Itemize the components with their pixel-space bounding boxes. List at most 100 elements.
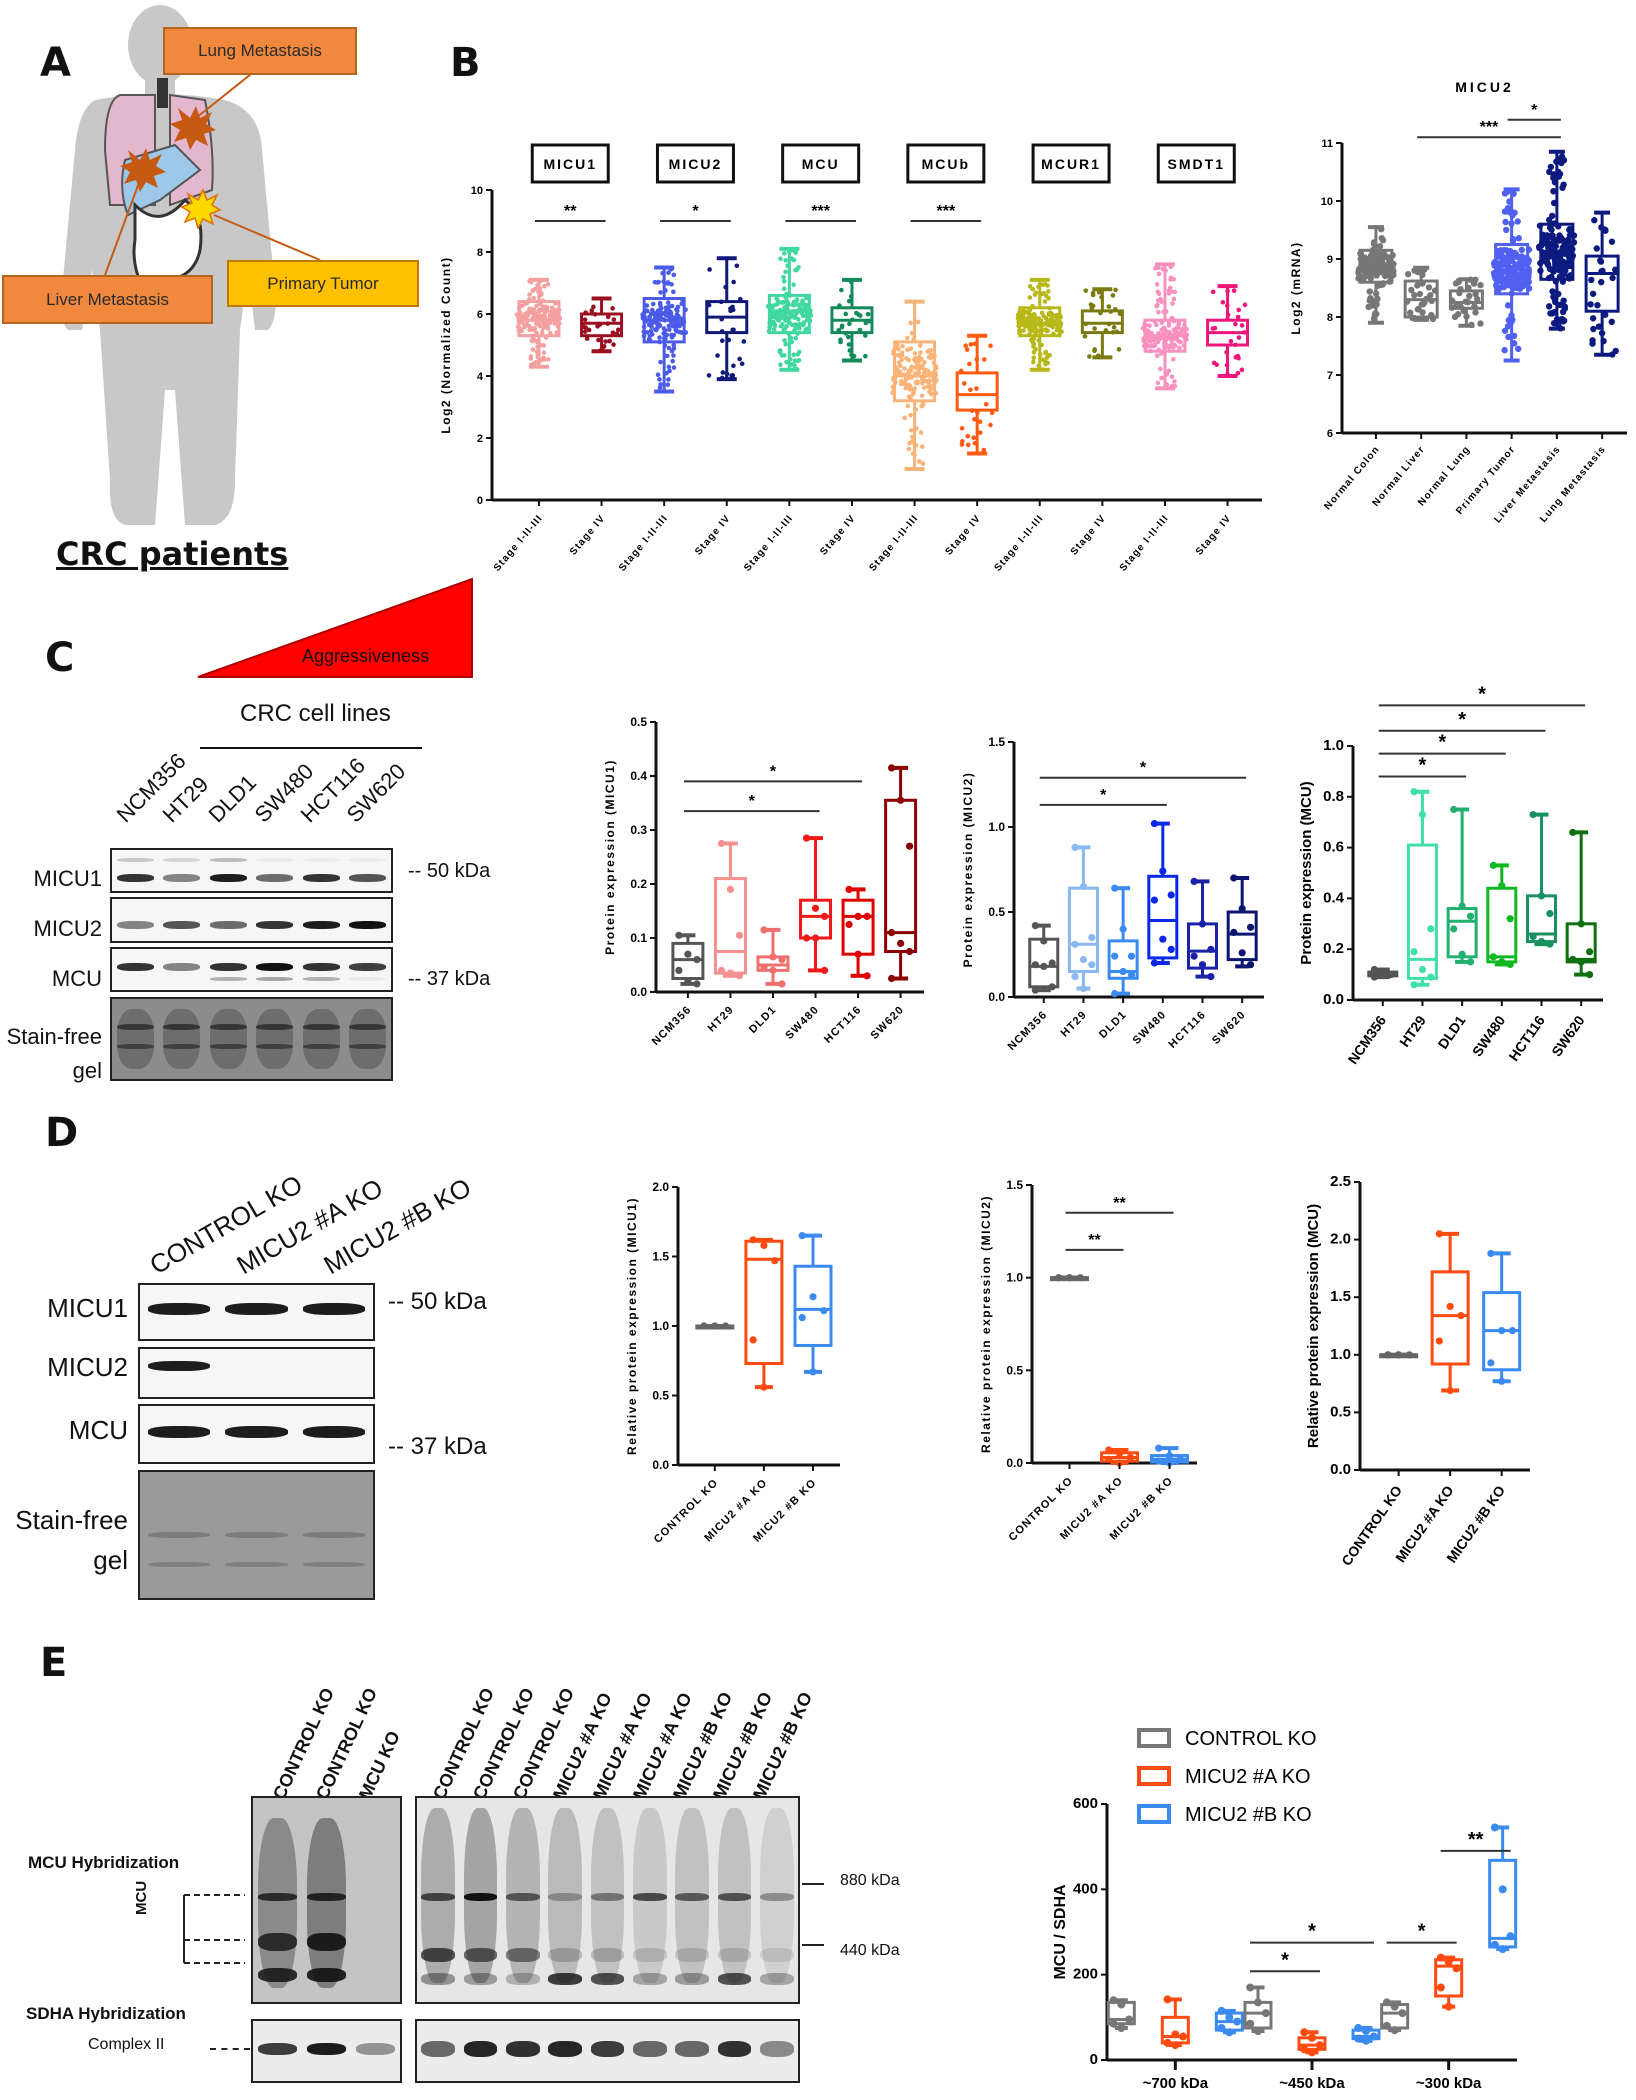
data-point: [781, 327, 787, 333]
data-point: [1428, 297, 1435, 305]
data-point: [741, 339, 747, 344]
data-point: [784, 323, 789, 329]
data-point: [1500, 258, 1508, 266]
box-plot: [1351, 2024, 1381, 2045]
y-tick-label: 0.0: [1323, 991, 1344, 1008]
data-point: [1225, 316, 1230, 322]
data-point: [1033, 330, 1038, 336]
data-point: [1238, 949, 1246, 957]
data-point: [1117, 311, 1123, 317]
data-point: [1452, 280, 1460, 287]
data-point: [665, 280, 671, 285]
box-plot: [830, 277, 874, 363]
blot-band: [675, 2041, 710, 2057]
data-point: [1169, 315, 1175, 321]
blot-band: [421, 1948, 456, 1962]
y-tick-label: 1.0: [988, 820, 1005, 834]
data-point: [1403, 298, 1411, 305]
data-point: [1238, 905, 1246, 913]
blot-band: [675, 1893, 710, 1901]
box-plot: [1015, 277, 1064, 372]
blot-band: [759, 1948, 794, 1962]
box-plot: [1434, 1953, 1464, 2011]
y-tick-label: 0.2: [630, 877, 647, 891]
data-point: [1246, 1983, 1255, 1992]
blot-band: [302, 1044, 340, 1049]
data-point: [1370, 239, 1378, 246]
data-point: [1597, 278, 1605, 286]
chart-c-mcu: 0.0 0.2 0.4 0.6 0.8 1.0 Protein expression (MC…: [1298, 683, 1603, 1067]
data-point: [1211, 360, 1217, 366]
data-point: [900, 343, 905, 349]
data-point: [959, 442, 965, 447]
data-point: [1496, 284, 1504, 292]
data-point: [1016, 323, 1021, 329]
data-point: [1156, 291, 1162, 297]
data-point: [1165, 1451, 1174, 1460]
box-plot: [884, 764, 918, 983]
data-point: [1079, 984, 1088, 993]
data-point: [1117, 2024, 1126, 2032]
data-point: [657, 300, 663, 306]
data-point: [1547, 310, 1554, 317]
box-plot: [695, 1322, 735, 1330]
data-point: [918, 350, 923, 355]
data-point: [1525, 246, 1533, 253]
data-point: [791, 352, 796, 358]
data-point: [1495, 247, 1502, 255]
data-point: [1569, 955, 1577, 963]
data-point: [1468, 321, 1475, 329]
significance-label: *: [1100, 787, 1107, 804]
data-point: [784, 298, 790, 303]
data-point: [1167, 891, 1175, 899]
data-point: [1071, 843, 1079, 851]
data-point: [1045, 328, 1050, 334]
complex-ii-dash: [210, 2048, 250, 2050]
crc-cell-lines-bracket: [200, 747, 422, 749]
data-point: [916, 459, 922, 464]
data-point: [1082, 334, 1088, 339]
blot-band: [257, 1818, 298, 1988]
blot-e-sdha-right: [415, 2019, 800, 2083]
data-point: [1031, 355, 1036, 361]
data-point: [787, 356, 793, 362]
data-point: [1224, 362, 1230, 368]
data-point: [804, 295, 809, 301]
data-point: [1567, 272, 1574, 279]
data-point: [929, 391, 934, 397]
data-point: [554, 330, 560, 335]
data-point: [655, 372, 661, 377]
blot-band: [505, 1893, 540, 1901]
data-point: [1030, 303, 1035, 309]
data-point: [1558, 153, 1566, 160]
data-point: [890, 384, 896, 390]
data-point: [557, 315, 563, 321]
data-point: [675, 966, 683, 974]
data-point: [796, 302, 801, 308]
data-point: [913, 442, 919, 448]
data-point: [1505, 333, 1512, 341]
y-tick-label: 1.0: [1006, 1271, 1023, 1285]
data-point: [603, 339, 608, 344]
data-point: [914, 363, 920, 369]
data-point: [905, 335, 910, 341]
data-point: [1159, 867, 1167, 875]
blot-band: [302, 1009, 340, 1069]
data-point: [785, 263, 790, 269]
data-point: [1224, 349, 1229, 355]
blot-band: [463, 2041, 498, 2057]
data-point: [1537, 267, 1544, 274]
data-point: [1246, 2019, 1255, 2028]
data-point: [1446, 1302, 1454, 1311]
data-point: [1367, 275, 1374, 282]
data-point: [1588, 276, 1595, 284]
data-point: [1546, 224, 1554, 231]
significance-label: ***: [811, 203, 830, 220]
data-point: [1151, 343, 1156, 349]
blot-band: [257, 2043, 298, 2055]
data-point: [1109, 2019, 1118, 2028]
data-point: [1498, 958, 1506, 966]
data-point: [1508, 290, 1515, 297]
legend-swatch: [1137, 1728, 1171, 1748]
data-point: [798, 1314, 806, 1322]
